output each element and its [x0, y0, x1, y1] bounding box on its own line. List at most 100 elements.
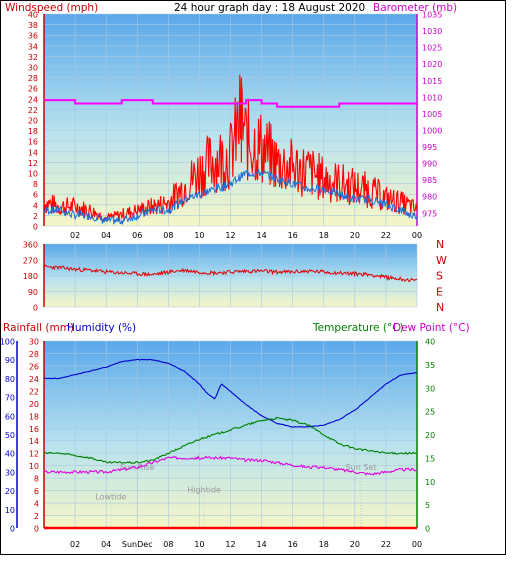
- rainfall-tick-label: 14: [29, 437, 39, 446]
- rainfall-tick-label: 24: [29, 375, 39, 384]
- temperature-tick-label: 15: [425, 454, 435, 463]
- temperature-tick-label: 5: [425, 501, 430, 510]
- windspeed-tick-label: 34: [28, 42, 38, 51]
- humidity-axis-label: Humidity (%): [67, 322, 136, 334]
- temperature-tick-label: 10: [425, 478, 435, 487]
- chart-title: 24 hour graph day : 18 August 2020: [174, 2, 365, 14]
- humidity-tick-label: 0: [10, 525, 15, 534]
- direction-tick-label: 180: [23, 272, 38, 281]
- barometer-tick-label: 1020: [422, 60, 442, 69]
- climate-x-tick-label: 08: [163, 540, 173, 549]
- windspeed-tick-label: 0: [33, 223, 38, 232]
- weather-chart: Windspeed (mph) 24 hour graph day : 18 A…: [0, 2, 470, 550]
- event-annotation: Hightide: [187, 485, 221, 494]
- rainfall-tick-label: 0: [34, 525, 39, 534]
- rainfall-tick-label: 22: [29, 387, 39, 396]
- windspeed-tick-label: 12: [28, 159, 38, 168]
- rainfall-tick-label: 18: [29, 412, 39, 421]
- tick-labels: 0246810121416182022242628303234363840975…: [0, 11, 447, 550]
- windspeed-tick-label: 20: [28, 117, 38, 126]
- humidity-tick-label: 30: [5, 468, 15, 477]
- barometer-tick-label: 980: [422, 193, 437, 202]
- sun-tick-label: SunDec: [122, 540, 153, 549]
- windspeed-tick-label: 22: [28, 106, 38, 115]
- rainfall-tick-label: 28: [29, 350, 39, 359]
- humidity-tick-label: 20: [5, 487, 15, 496]
- windspeed-tick-label: 2: [33, 212, 38, 221]
- wind-x-tick-label: 02: [70, 231, 80, 240]
- windspeed-tick-label: 32: [28, 53, 38, 62]
- climate-x-tick-label: 04: [101, 540, 111, 549]
- wind-x-tick-label: 14: [256, 231, 266, 240]
- wind-x-tick-label: 18: [319, 231, 329, 240]
- direction-tick-label: 90: [28, 288, 38, 297]
- temperature-tick-label: 40: [425, 338, 435, 347]
- wind-direction-line: [43, 264, 418, 283]
- windspeed-axis-label: Windspeed (mph): [5, 2, 98, 14]
- compass-label: N: [436, 301, 444, 314]
- windspeed-line: [43, 74, 418, 224]
- event-annotation: Sun Set: [346, 463, 377, 472]
- windspeed-tick-label: 14: [28, 148, 38, 157]
- windspeed-tick-label: 4: [33, 201, 38, 210]
- climate-x-tick-label: 18: [319, 540, 329, 549]
- windspeed-tick-label: 40: [28, 11, 38, 20]
- rainfall-axis-label: Rainfall (mm): [3, 322, 74, 334]
- barometer-tick-label: 1010: [422, 93, 442, 102]
- climate-series-line: [43, 455, 418, 476]
- climate-x-tick-label: 22: [381, 540, 391, 549]
- humidity-tick-label: 80: [5, 375, 15, 384]
- direction-tick-label: 360: [23, 241, 38, 250]
- temperature-tick-label: 20: [425, 431, 435, 440]
- weather-graph-frame: Windspeed (mph) 24 hour graph day : 18 A…: [0, 0, 506, 555]
- climate-x-tick-label: 10: [194, 540, 204, 549]
- rainfall-tick-label: 20: [29, 400, 39, 409]
- barometer-tick-label: 985: [422, 176, 437, 185]
- barometer-tick-label: 1005: [422, 110, 442, 119]
- humidity-tick-label: 100: [1, 338, 15, 347]
- barometer-tick-label: 975: [422, 209, 437, 218]
- climate-x-tick-label: 12: [225, 540, 235, 549]
- rainfall-tick-label: 6: [34, 487, 39, 496]
- climate-series-line: [43, 358, 418, 428]
- temperature-tick-label: 25: [425, 408, 435, 417]
- wind-x-tick-label: 10: [194, 231, 204, 240]
- barometer-tick-label: 1025: [422, 44, 442, 53]
- direction-tick-label: 0: [33, 304, 38, 313]
- barometer-axis-label: Barometer (mb): [373, 2, 457, 14]
- windspeed-tick-label: 8: [33, 180, 38, 189]
- wind-x-tick-label: 12: [225, 231, 235, 240]
- humidity-tick-label: 50: [5, 431, 15, 440]
- rainfall-tick-label: 8: [34, 475, 39, 484]
- rainfall-tick-label: 10: [29, 462, 39, 471]
- rainfall-tick-label: 16: [29, 425, 39, 434]
- temperature-axis-label: Temperature (°C): [312, 322, 404, 334]
- temperature-tick-label: 30: [425, 384, 435, 393]
- temperature-tick-label: 0: [425, 525, 430, 534]
- climate-x-tick-label: 00: [412, 540, 422, 549]
- rainfall-tick-label: 26: [29, 362, 39, 371]
- windspeed-tick-label: 26: [28, 85, 38, 94]
- windspeed-tick-label: 18: [28, 127, 38, 136]
- climate-x-tick-label: 14: [256, 540, 266, 549]
- rainfall-tick-label: 30: [29, 338, 39, 347]
- wind-average-line: [43, 168, 418, 225]
- event-annotation: Lowtide: [95, 492, 126, 501]
- wind-x-tick-label: 04: [101, 231, 111, 240]
- wind-x-tick-label: 06: [132, 231, 142, 240]
- rainfall-tick-label: 12: [29, 450, 39, 459]
- barometer-tick-label: 1030: [422, 27, 442, 36]
- climate-x-tick-label: 16: [288, 540, 298, 549]
- barometer-tick-label: 995: [422, 143, 437, 152]
- humidity-tick-label: 10: [5, 506, 15, 515]
- windspeed-tick-label: 36: [28, 32, 38, 41]
- compass-label: S: [436, 270, 443, 283]
- humidity-tick-label: 90: [5, 356, 15, 365]
- climate-x-tick-label: 02: [70, 540, 80, 549]
- windspeed-tick-label: 24: [28, 95, 38, 104]
- windspeed-tick-label: 38: [28, 21, 38, 30]
- barometer-tick-label: 1015: [422, 77, 442, 86]
- barometer-tick-label: 1035: [422, 11, 442, 20]
- windspeed-tick-label: 16: [28, 138, 38, 147]
- windspeed-tick-label: 28: [28, 74, 38, 83]
